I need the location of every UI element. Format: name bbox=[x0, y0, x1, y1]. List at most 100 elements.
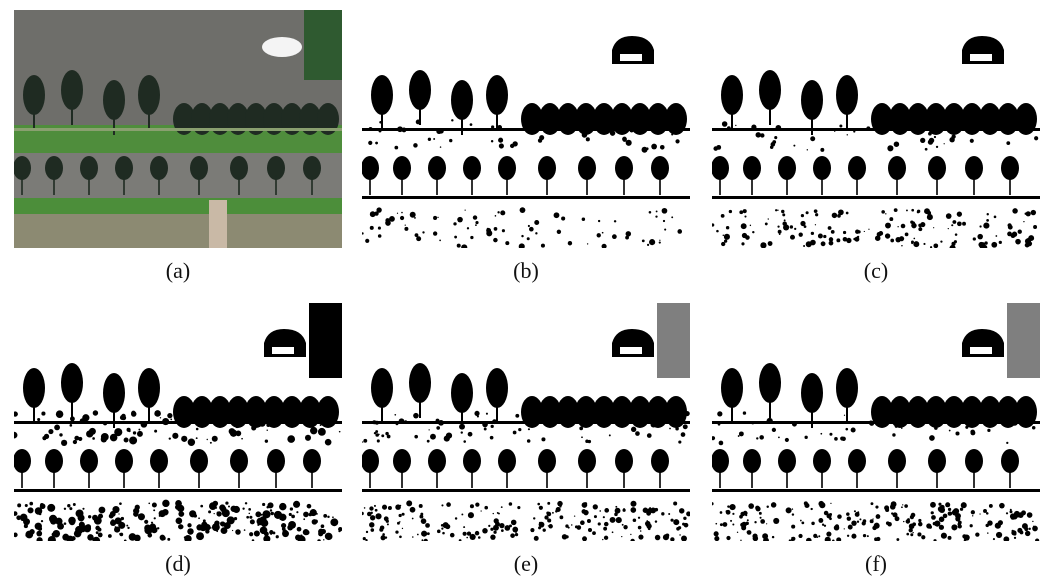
speckle bbox=[834, 131, 835, 132]
speckle bbox=[1024, 527, 1028, 531]
speckle bbox=[212, 436, 218, 442]
speckle bbox=[311, 420, 314, 423]
trunk bbox=[546, 175, 548, 195]
speckle bbox=[1027, 512, 1033, 518]
speckle bbox=[745, 514, 747, 516]
speckle bbox=[768, 218, 769, 219]
speckle bbox=[365, 239, 369, 243]
speckle bbox=[762, 533, 768, 539]
speckle bbox=[1018, 230, 1022, 234]
speckle bbox=[233, 415, 238, 420]
speckle bbox=[847, 516, 851, 520]
trunk bbox=[769, 398, 771, 418]
speckle bbox=[521, 235, 523, 237]
speckle bbox=[486, 413, 488, 415]
speckle bbox=[673, 519, 679, 525]
speckle bbox=[169, 437, 171, 439]
speckle bbox=[491, 125, 494, 128]
speckle bbox=[255, 511, 261, 517]
speckle bbox=[911, 209, 914, 212]
speckle bbox=[493, 513, 494, 514]
speckle bbox=[931, 511, 934, 514]
speckle bbox=[901, 245, 902, 246]
speckle bbox=[437, 530, 441, 534]
speckle bbox=[633, 518, 637, 522]
speckle bbox=[885, 508, 889, 512]
speckle bbox=[638, 526, 642, 530]
trunk bbox=[238, 175, 240, 195]
speckle bbox=[505, 241, 509, 245]
speckle bbox=[811, 232, 814, 235]
speckle bbox=[726, 510, 728, 512]
speckle bbox=[957, 221, 962, 226]
speckle bbox=[1017, 528, 1022, 533]
speckle bbox=[803, 245, 805, 247]
speckle bbox=[369, 127, 373, 131]
speckle bbox=[500, 210, 505, 215]
speckle bbox=[539, 135, 544, 140]
speckle bbox=[25, 504, 28, 507]
speckle bbox=[162, 500, 169, 507]
trunk bbox=[198, 468, 200, 488]
speckle bbox=[475, 224, 477, 226]
speckle bbox=[664, 229, 666, 231]
trunk bbox=[936, 468, 938, 488]
speckle bbox=[115, 526, 117, 528]
speckle bbox=[370, 515, 375, 520]
speckle bbox=[499, 523, 504, 528]
speckle bbox=[911, 242, 913, 244]
scene bbox=[14, 303, 342, 541]
speckle bbox=[56, 410, 64, 418]
speckle bbox=[437, 217, 438, 218]
speckle bbox=[512, 527, 518, 533]
speckle bbox=[859, 518, 861, 520]
speckle bbox=[995, 235, 997, 237]
speckle bbox=[167, 538, 170, 541]
trunk bbox=[896, 468, 898, 488]
speckle bbox=[726, 536, 730, 540]
speckle bbox=[928, 132, 932, 136]
speckle bbox=[885, 213, 886, 214]
speckle bbox=[880, 412, 885, 417]
speckle bbox=[454, 236, 457, 239]
speckle bbox=[501, 529, 504, 532]
speckle bbox=[151, 522, 153, 524]
speckle bbox=[402, 128, 407, 133]
speckle bbox=[261, 514, 263, 516]
tree bbox=[721, 75, 743, 115]
speckle bbox=[279, 519, 280, 520]
speckle bbox=[830, 503, 831, 504]
speckle bbox=[388, 506, 392, 510]
speckle bbox=[377, 439, 380, 442]
speckle bbox=[451, 119, 453, 121]
tree bbox=[486, 368, 508, 408]
speckle bbox=[602, 539, 603, 540]
speckle bbox=[599, 510, 601, 512]
trunk bbox=[936, 175, 938, 195]
speckle bbox=[217, 416, 223, 422]
speckle bbox=[416, 120, 421, 125]
speckle bbox=[666, 415, 671, 420]
speckle bbox=[630, 507, 636, 513]
trunk bbox=[659, 175, 661, 195]
speckle bbox=[461, 514, 463, 516]
trunk bbox=[113, 115, 115, 135]
speckle bbox=[502, 229, 505, 232]
speckle bbox=[857, 521, 859, 523]
trunk bbox=[238, 468, 240, 488]
trunk bbox=[973, 468, 975, 488]
curb bbox=[362, 489, 690, 492]
speckle bbox=[984, 241, 987, 244]
speckle bbox=[208, 510, 211, 513]
speckle bbox=[274, 511, 282, 519]
speckle bbox=[779, 233, 781, 235]
speckle bbox=[805, 436, 808, 439]
speckle bbox=[846, 238, 851, 243]
speckle bbox=[875, 505, 878, 508]
speckle bbox=[587, 243, 588, 244]
speckle bbox=[814, 209, 818, 213]
speckle bbox=[720, 511, 723, 514]
speckle bbox=[119, 533, 121, 535]
speckle bbox=[310, 509, 317, 516]
speckle bbox=[379, 528, 383, 532]
